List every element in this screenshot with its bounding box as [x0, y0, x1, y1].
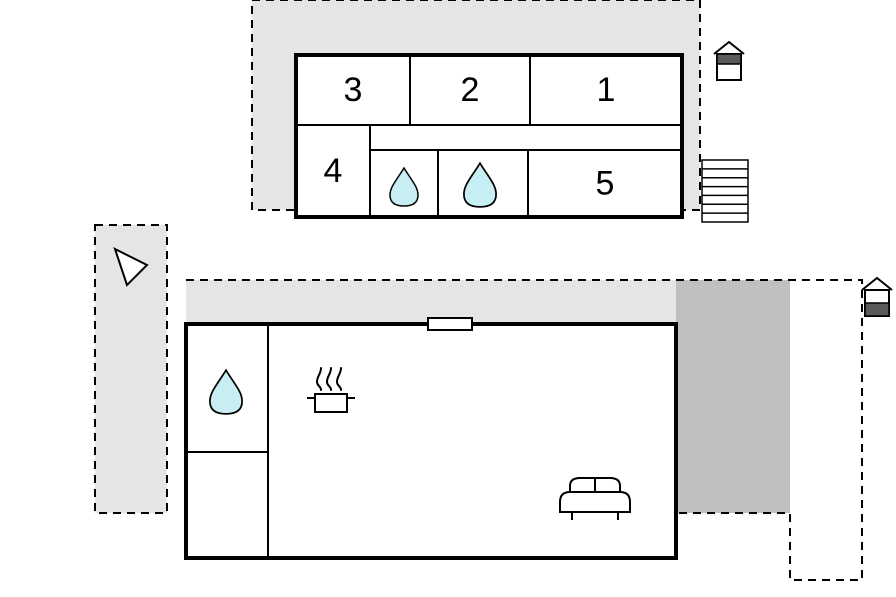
lower-building	[186, 324, 676, 558]
floor-indicator-icon	[714, 42, 744, 80]
room-label-1: 1	[597, 71, 616, 109]
floor-indicator-icon	[862, 278, 892, 316]
floor-plan: 3 2 1 4 5	[0, 0, 896, 597]
room-label-3: 3	[344, 71, 363, 109]
lower-terrace-dark	[676, 280, 790, 513]
room-label-5: 5	[596, 164, 615, 202]
room-label-4: 4	[324, 152, 343, 190]
room-label-2: 2	[461, 71, 480, 109]
door-opening	[428, 318, 472, 330]
